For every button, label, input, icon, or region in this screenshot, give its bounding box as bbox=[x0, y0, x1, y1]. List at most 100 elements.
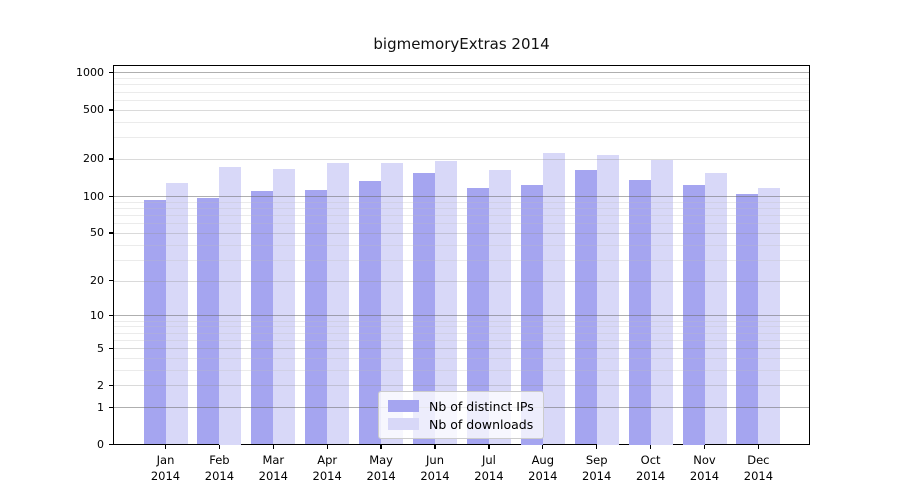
bar-downloads-apr bbox=[327, 162, 350, 445]
gridline-minor-300 bbox=[114, 137, 809, 139]
bar-distinct-ips-dec bbox=[736, 194, 759, 445]
bar-distinct-ips-nov bbox=[682, 184, 705, 445]
y-tick-500 bbox=[109, 109, 113, 111]
bar-distinct-ips-aug bbox=[520, 184, 543, 445]
bar-downloads-jan bbox=[165, 182, 188, 445]
x-tick-label-may: May 2014 bbox=[349, 452, 413, 484]
x-label-year: 2014 bbox=[582, 469, 612, 483]
y-tick-label-0: 0 bbox=[97, 438, 104, 451]
y-tick-label-1000: 1000 bbox=[76, 65, 104, 79]
legend-item-downloads: Nb of downloads bbox=[388, 417, 543, 432]
y-tick-20 bbox=[109, 280, 113, 282]
x-tick-label-jun: Jun 2014 bbox=[403, 452, 467, 484]
x-label-month: Jul bbox=[481, 453, 496, 467]
y-tick-1 bbox=[109, 406, 113, 409]
x-label-month: Jan bbox=[156, 453, 175, 467]
bar-downloads-aug bbox=[542, 152, 565, 445]
x-tick-label-nov: Nov 2014 bbox=[673, 452, 737, 484]
x-tick-jul bbox=[488, 445, 490, 449]
x-tick-label-mar: Mar 2014 bbox=[241, 452, 305, 484]
bar-distinct-ips-feb bbox=[197, 197, 220, 445]
y-tick-label-10: 10 bbox=[90, 308, 104, 322]
bar-distinct-ips-mar bbox=[251, 190, 274, 445]
bar-distinct-ips-oct bbox=[628, 179, 651, 445]
gridline-minor-70 bbox=[114, 214, 809, 216]
x-tick-label-sep: Sep 2014 bbox=[565, 452, 629, 484]
x-label-year: 2014 bbox=[366, 469, 396, 483]
x-label-month: Nov bbox=[693, 453, 716, 467]
x-tick-nov bbox=[703, 445, 706, 449]
x-tick-oct bbox=[649, 445, 652, 449]
legend-swatch-downloads bbox=[388, 418, 419, 430]
legend-label-distinct-ips: Nb of distinct IPs bbox=[429, 398, 534, 414]
y-tick-label-500: 500 bbox=[83, 103, 104, 117]
x-label-year: 2014 bbox=[743, 469, 774, 483]
bar-downloads-jul bbox=[488, 170, 511, 445]
y-tick-0 bbox=[109, 444, 113, 446]
y-tick-label-2: 2 bbox=[97, 378, 104, 392]
x-tick-sep bbox=[596, 445, 598, 449]
x-label-year: 2014 bbox=[689, 469, 720, 483]
x-label-month: Feb bbox=[209, 453, 230, 467]
y-tick-label-50: 50 bbox=[90, 226, 104, 240]
y-tick-2 bbox=[109, 384, 113, 387]
x-tick-label-feb: Feb 2014 bbox=[187, 452, 251, 484]
bar-downloads-sep bbox=[596, 155, 619, 445]
gridline-minor-6 bbox=[114, 339, 809, 341]
x-label-year: 2014 bbox=[474, 469, 504, 483]
gridline-10 bbox=[114, 315, 809, 317]
bar-downloads-mar bbox=[273, 169, 296, 445]
x-label-month: Sep bbox=[585, 453, 608, 467]
bar-distinct-ips-sep bbox=[574, 170, 597, 445]
y-tick-100 bbox=[109, 195, 113, 197]
gridline-minor-400 bbox=[114, 121, 809, 123]
bar-downloads-may bbox=[381, 163, 404, 445]
x-label-month: Oct bbox=[640, 453, 661, 467]
gridline-minor-700 bbox=[114, 91, 809, 93]
bar-downloads-oct bbox=[650, 160, 673, 445]
gridline-500 bbox=[114, 109, 809, 111]
y-tick-label-100: 100 bbox=[83, 189, 104, 203]
x-tick-mar bbox=[272, 445, 274, 449]
legend-label-downloads: Nb of downloads bbox=[429, 416, 534, 432]
y-tick-200 bbox=[109, 158, 113, 160]
y-tick-10 bbox=[109, 314, 113, 317]
plot-area: Nb of distinct IPs Nb of downloads 0 1 2 5 1… bbox=[76, 65, 810, 483]
x-label-year: 2014 bbox=[528, 469, 558, 483]
x-label-year: 2014 bbox=[420, 469, 450, 483]
gridline-200 bbox=[114, 158, 809, 160]
y-tick-label-1: 1 bbox=[97, 400, 104, 414]
gridline-20 bbox=[114, 280, 809, 282]
legend: Nb of distinct IPs Nb of downloads bbox=[378, 391, 544, 439]
legend-item-distinct-ips: Nb of distinct IPs bbox=[388, 399, 543, 414]
gridline-minor-30 bbox=[114, 259, 809, 261]
bar-downloads-jun bbox=[435, 160, 457, 445]
gridline-minor-800 bbox=[114, 84, 809, 86]
gridline-minor-8 bbox=[114, 326, 809, 328]
x-tick-feb bbox=[218, 445, 221, 449]
x-tick-aug bbox=[542, 445, 544, 449]
bar-distinct-ips-apr bbox=[305, 189, 328, 445]
x-label-year: 2014 bbox=[312, 469, 342, 483]
bar-distinct-ips-jan bbox=[143, 199, 166, 445]
gridline-1000 bbox=[114, 72, 809, 74]
gridline-minor-60 bbox=[114, 223, 809, 225]
bar-distinct-ips-may bbox=[359, 180, 382, 445]
gridline-minor-90 bbox=[114, 201, 809, 203]
y-tick-5 bbox=[109, 347, 113, 349]
x-label-month: Apr bbox=[317, 453, 338, 467]
gridline-minor-4 bbox=[114, 357, 809, 359]
x-tick-label-apr: Apr 2014 bbox=[295, 452, 359, 484]
x-label-year: 2014 bbox=[635, 469, 666, 483]
y-tick-label-5: 5 bbox=[97, 341, 104, 355]
bar-distinct-ips-jun bbox=[413, 172, 435, 445]
x-tick-label-jul: Jul 2014 bbox=[457, 452, 521, 484]
x-tick-may bbox=[380, 445, 382, 449]
x-tick-dec bbox=[757, 445, 760, 449]
y-tick-1000 bbox=[109, 71, 113, 74]
x-tick-label-dec: Dec 2014 bbox=[726, 452, 790, 484]
x-label-month: Dec bbox=[747, 453, 770, 467]
legend-swatch-distinct-ips bbox=[388, 400, 419, 412]
x-tick-jun bbox=[434, 445, 436, 449]
